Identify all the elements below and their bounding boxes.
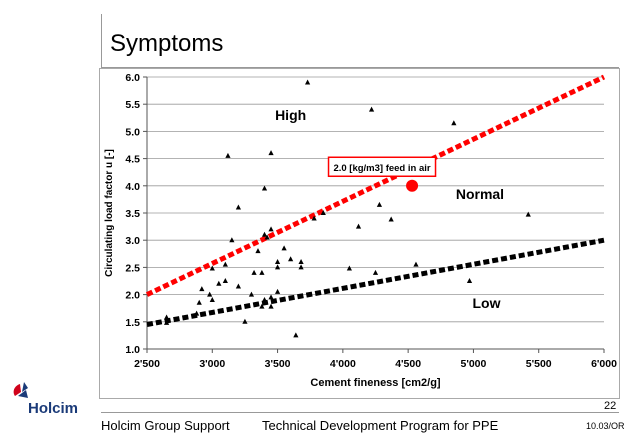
data-point-triangle: [251, 269, 257, 275]
data-point-triangle: [222, 261, 228, 267]
data-point-triangle: [163, 314, 170, 320]
axes: [143, 76, 605, 353]
y-tick-label: 2.5: [125, 262, 140, 274]
y-tick-label: 3.0: [125, 235, 140, 247]
data-point-triangle: [388, 216, 394, 222]
x-tick-label: 6'000: [591, 358, 617, 370]
x-tick-label: 3'500: [265, 358, 291, 370]
y-tick-label: 4.0: [125, 181, 140, 193]
y-tick-label: 6.0: [125, 72, 140, 84]
data-point-triangle: [274, 264, 281, 270]
data-point-triangle: [288, 256, 294, 262]
annotation-box-text: 2.0 [kg/m3] feed in air: [333, 163, 430, 174]
data-point-triangle: [281, 245, 287, 251]
title-divider-horizontal: [101, 67, 619, 68]
upper-boundary-line: [145, 74, 606, 297]
data-point-triangle: [268, 303, 274, 309]
data-point-triangle: [320, 210, 326, 215]
footer-right-text: 10.03/OR: [586, 421, 625, 431]
x-tick-label: 4'000: [330, 358, 356, 370]
data-point-triangle: [268, 226, 274, 232]
data-point-triangle: [268, 150, 274, 156]
data-point-triangle: [293, 332, 299, 338]
data-point-triangle: [264, 234, 270, 240]
title-divider-vertical: [101, 14, 102, 68]
data-point-triangle: [298, 264, 304, 270]
logo-text: Holcim: [28, 400, 79, 417]
data-point-triangle: [229, 237, 235, 243]
data-point-triangle: [235, 283, 241, 289]
data-point-triangle: [355, 223, 362, 229]
footer-center-text: Technical Development Program for PPE: [262, 418, 499, 433]
x-tick-label: 5'000: [460, 358, 486, 370]
y-axis-label: Circulating load factor u [-]: [104, 149, 115, 277]
y-tick-label: 3.5: [125, 208, 140, 220]
region-label-low: Low: [472, 295, 500, 311]
data-point-triangle: [525, 211, 531, 217]
data-point-triangle: [311, 215, 317, 221]
y-tick-label: 2.0: [125, 290, 140, 302]
data-point-triangle: [209, 265, 215, 271]
x-axis-label: Cement fineness [cm2/g]: [310, 377, 441, 389]
region-label-normal: Normal: [456, 186, 504, 202]
y-tick-label: 4.5: [125, 154, 140, 166]
data-point-triangle: [261, 231, 268, 237]
y-tick-label: 1.0: [125, 344, 140, 356]
x-tick-label: 5'500: [526, 358, 552, 370]
x-tick-label: 3'000: [199, 358, 225, 370]
data-points: [163, 79, 531, 338]
data-point-triangle: [207, 291, 213, 297]
data-point-triangle: [451, 120, 457, 126]
data-point-triangle: [305, 79, 311, 85]
data-point-triangle: [376, 201, 383, 207]
holcim-logo-icon: [13, 382, 28, 398]
data-point-triangle: [413, 261, 419, 267]
page-number: 22: [604, 400, 617, 412]
chart-frame: [99, 68, 620, 399]
data-point-triangle: [261, 185, 268, 191]
y-tick-label: 5.5: [125, 99, 140, 111]
data-point-triangle: [196, 299, 202, 305]
data-point-triangle: [216, 280, 222, 286]
data-point-triangle: [259, 303, 265, 309]
data-point-triangle: [248, 291, 255, 297]
data-point-triangle: [259, 269, 265, 275]
grid-lines: [147, 76, 604, 323]
y-tick-label: 5.0: [125, 126, 140, 138]
x-tick-label: 4'500: [395, 358, 421, 370]
data-point-triangle: [222, 278, 228, 283]
data-point-triangle: [235, 204, 241, 210]
annotation-box: [327, 156, 437, 178]
slide-title: Symptoms: [110, 30, 224, 57]
boundary-lines: [145, 74, 606, 327]
footer-divider: [101, 412, 619, 413]
data-point-triangle: [274, 288, 281, 294]
data-point-triangle: [194, 310, 200, 316]
data-point-triangle: [163, 319, 170, 325]
footer-left-text: Holcim Group Support: [101, 418, 230, 433]
data-point-triangle: [255, 248, 261, 254]
data-point-triangle: [274, 258, 281, 264]
data-point-triangle: [209, 297, 215, 303]
data-point-triangle: [199, 286, 205, 292]
data-point-triangle: [466, 278, 473, 283]
data-point-triangle: [368, 106, 375, 112]
data-point-triangle: [261, 297, 268, 303]
region-label-high: High: [275, 107, 306, 123]
data-point-triangle: [298, 258, 304, 264]
chart-labels: 1.0 1.5 2.0 2.5 3.0 3.5 4.0 4.5 5.0 5.5 6.0 2'500 3'…: [104, 72, 617, 389]
data-point-triangle: [268, 294, 274, 300]
x-tick-label: 2'500: [134, 358, 160, 370]
highlight-point: [406, 179, 419, 192]
data-point-triangle: [346, 265, 352, 271]
y-tick-label: 1.5: [125, 317, 140, 329]
data-point-triangle: [372, 269, 379, 275]
lower-boundary-line: [146, 237, 605, 327]
data-point-triangle: [242, 318, 248, 324]
data-point-triangle: [225, 152, 231, 158]
